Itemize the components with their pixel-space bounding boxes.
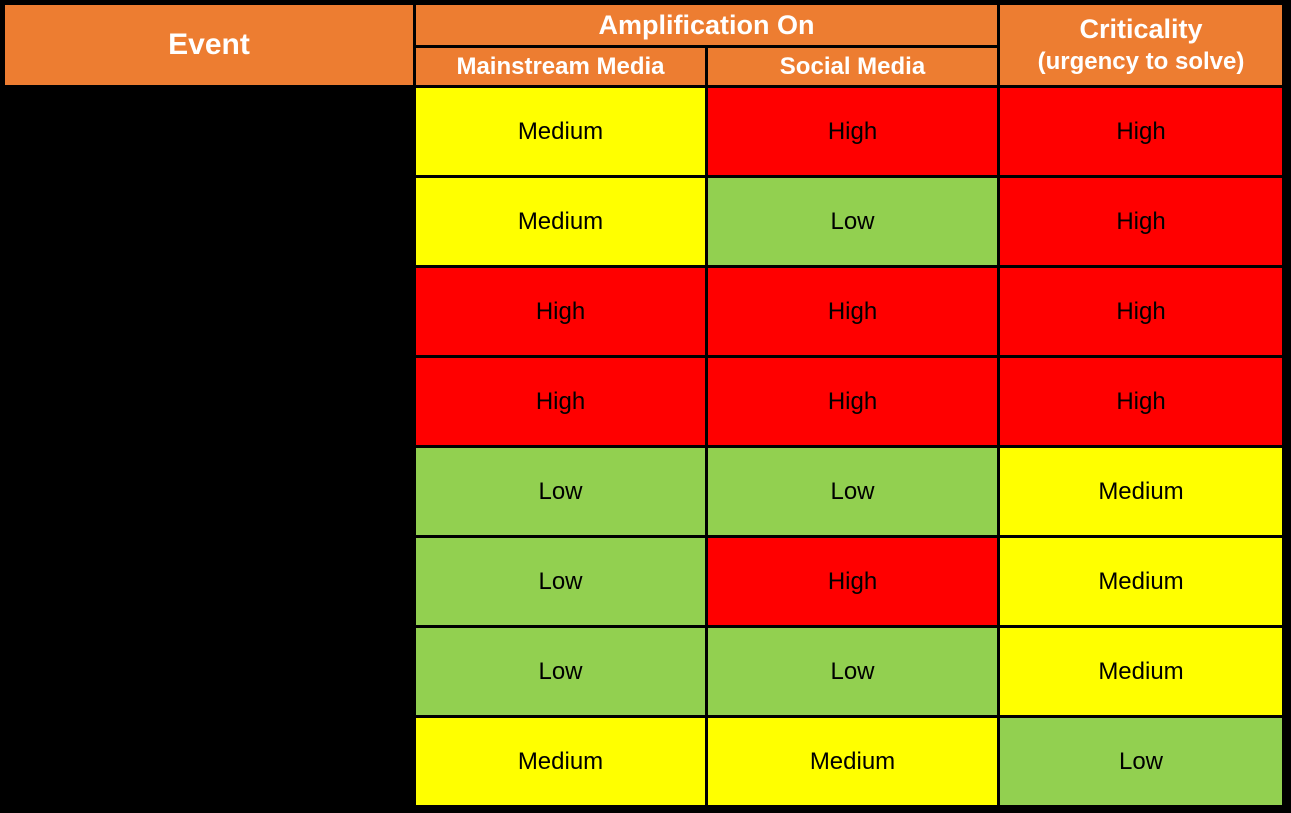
- event-cell-redacted: [2, 265, 416, 358]
- column-header-event: Event: [2, 2, 416, 88]
- event-cell-redacted: [2, 355, 416, 448]
- mainstream-media-cell: Medium: [413, 715, 708, 808]
- event-cell-redacted: [2, 625, 416, 718]
- table-row: High High High: [2, 265, 1285, 358]
- criticality-cell: High: [997, 175, 1285, 268]
- event-cell-redacted: [2, 445, 416, 538]
- social-media-cell: Low: [705, 175, 1000, 268]
- criticality-subtitle: (urgency to solve): [1037, 47, 1245, 75]
- column-header-criticality: Criticality (urgency to solve): [997, 2, 1285, 88]
- table-row: Medium High High: [2, 85, 1285, 178]
- social-media-cell: High: [705, 265, 1000, 358]
- mainstream-media-cell: Low: [413, 535, 708, 628]
- column-header-amplification-on: Amplification On: [413, 2, 1000, 48]
- criticality-cell: High: [997, 265, 1285, 358]
- criticality-cell: Medium: [997, 535, 1285, 628]
- table-row: Low Low Medium: [2, 445, 1285, 538]
- mainstream-media-cell: Medium: [413, 175, 708, 268]
- criticality-cell: Medium: [997, 445, 1285, 538]
- social-media-cell: High: [705, 85, 1000, 178]
- table-row: Medium Low High: [2, 175, 1285, 268]
- criticality-cell: Low: [997, 715, 1285, 808]
- table-row: Low High Medium: [2, 535, 1285, 628]
- mainstream-media-cell: Low: [413, 445, 708, 538]
- event-cell-redacted: [2, 535, 416, 628]
- social-media-cell: Low: [705, 625, 1000, 718]
- table-row: High High High: [2, 355, 1285, 448]
- mainstream-media-cell: Low: [413, 625, 708, 718]
- mainstream-media-cell: High: [413, 355, 708, 448]
- criticality-cell: Medium: [997, 625, 1285, 718]
- criticality-cell: High: [997, 85, 1285, 178]
- column-header-mainstream-media: Mainstream Media: [413, 45, 708, 88]
- table-row: Low Low Medium: [2, 625, 1285, 718]
- social-media-cell: High: [705, 535, 1000, 628]
- event-cell-redacted: [2, 715, 416, 808]
- social-media-cell: Medium: [705, 715, 1000, 808]
- criticality-cell: High: [997, 355, 1285, 448]
- mainstream-media-cell: High: [413, 265, 708, 358]
- table-row: Medium Medium Low: [2, 715, 1285, 808]
- criticality-title: Criticality: [1079, 14, 1203, 45]
- mainstream-media-cell: Medium: [413, 85, 708, 178]
- column-header-social-media: Social Media: [705, 45, 1000, 88]
- event-cell-redacted: [2, 175, 416, 268]
- social-media-cell: Low: [705, 445, 1000, 538]
- social-media-cell: High: [705, 355, 1000, 448]
- event-cell-redacted: [2, 85, 416, 178]
